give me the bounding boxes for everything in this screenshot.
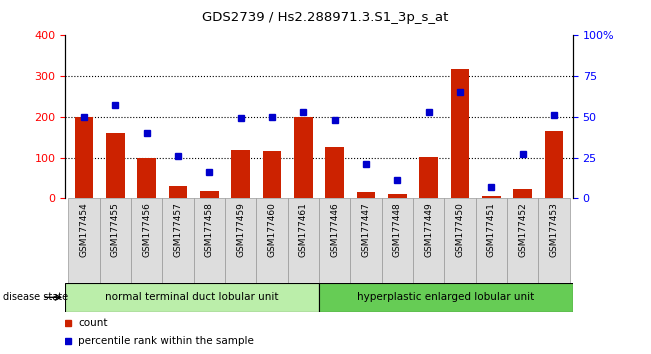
Text: GSM177456: GSM177456 <box>142 202 151 257</box>
Bar <box>200 191 219 198</box>
FancyBboxPatch shape <box>193 198 225 285</box>
FancyBboxPatch shape <box>445 198 476 285</box>
FancyBboxPatch shape <box>68 198 100 285</box>
Bar <box>74 117 93 198</box>
Bar <box>231 150 250 198</box>
Text: GSM177454: GSM177454 <box>79 202 89 257</box>
Text: GSM177448: GSM177448 <box>393 202 402 257</box>
FancyBboxPatch shape <box>476 198 507 285</box>
Text: GSM177446: GSM177446 <box>330 202 339 257</box>
Text: GDS2739 / Hs2.288971.3.S1_3p_s_at: GDS2739 / Hs2.288971.3.S1_3p_s_at <box>202 11 449 24</box>
FancyBboxPatch shape <box>538 198 570 285</box>
Bar <box>169 186 187 198</box>
FancyBboxPatch shape <box>413 198 445 285</box>
Bar <box>357 192 376 198</box>
FancyBboxPatch shape <box>319 283 573 312</box>
Text: GSM177453: GSM177453 <box>549 202 559 257</box>
Bar <box>137 158 156 198</box>
Bar <box>482 196 501 198</box>
Bar <box>106 133 124 198</box>
Bar <box>419 157 438 198</box>
Text: GSM177461: GSM177461 <box>299 202 308 257</box>
Text: count: count <box>78 318 107 328</box>
Text: hyperplastic enlarged lobular unit: hyperplastic enlarged lobular unit <box>357 292 534 302</box>
Text: disease state: disease state <box>3 292 68 302</box>
FancyBboxPatch shape <box>256 198 288 285</box>
Bar <box>545 131 564 198</box>
Bar <box>326 147 344 198</box>
Text: GSM177447: GSM177447 <box>361 202 370 257</box>
Bar <box>514 189 532 198</box>
FancyBboxPatch shape <box>131 198 162 285</box>
Text: GSM177458: GSM177458 <box>205 202 214 257</box>
Text: GSM177450: GSM177450 <box>456 202 465 257</box>
Text: normal terminal duct lobular unit: normal terminal duct lobular unit <box>105 292 279 302</box>
Text: GSM177451: GSM177451 <box>487 202 496 257</box>
Text: GSM177449: GSM177449 <box>424 202 433 257</box>
Text: GSM177452: GSM177452 <box>518 202 527 257</box>
FancyBboxPatch shape <box>319 198 350 285</box>
FancyBboxPatch shape <box>225 198 256 285</box>
FancyBboxPatch shape <box>381 198 413 285</box>
Text: percentile rank within the sample: percentile rank within the sample <box>78 336 254 346</box>
Text: GSM177455: GSM177455 <box>111 202 120 257</box>
Bar <box>294 117 312 198</box>
FancyBboxPatch shape <box>100 198 131 285</box>
FancyBboxPatch shape <box>65 283 319 312</box>
FancyBboxPatch shape <box>288 198 319 285</box>
Text: GSM177457: GSM177457 <box>173 202 182 257</box>
FancyBboxPatch shape <box>507 198 538 285</box>
Bar <box>262 152 281 198</box>
Bar <box>450 69 469 198</box>
FancyBboxPatch shape <box>350 198 381 285</box>
FancyBboxPatch shape <box>162 198 193 285</box>
Text: GSM177459: GSM177459 <box>236 202 245 257</box>
Text: GSM177460: GSM177460 <box>268 202 277 257</box>
Bar <box>388 194 407 198</box>
